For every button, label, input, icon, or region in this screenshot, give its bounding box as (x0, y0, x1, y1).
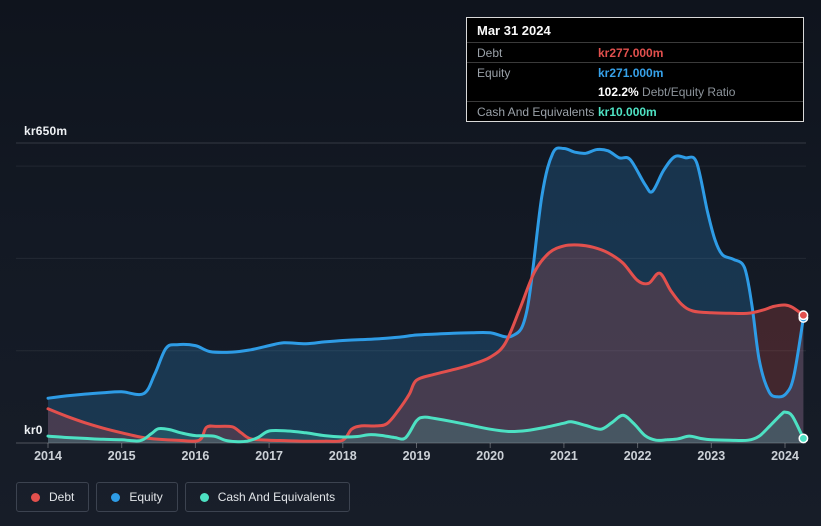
x-axis-label-2014: 2014 (34, 449, 62, 463)
equity-line (46, 146, 805, 400)
x-axis-label-2020: 2020 (476, 449, 504, 463)
tooltip-row-equity: Equity kr271.000m (467, 63, 803, 82)
tooltip-debt-label: Debt (477, 45, 503, 60)
cash-and-equivalents-line (46, 410, 805, 444)
cash-and-equivalents-area (48, 412, 804, 443)
x-axis-label-2024: 2024 (771, 449, 799, 463)
x-axis-label-2021: 2021 (550, 449, 578, 463)
tooltip-equity-value: kr271.000m (598, 65, 664, 80)
tooltip-row-debt: Debt kr277.000m (467, 43, 803, 63)
cash-dot-icon (199, 492, 209, 502)
x-axis-label-2018: 2018 (329, 449, 357, 463)
y-axis-zero-label: kr0 (24, 423, 43, 437)
chart-legend: Debt Equity Cash And Equivalents (16, 482, 351, 512)
y-axis-max-label: kr650m (24, 124, 68, 138)
legend-item-cash[interactable]: Cash And Equivalents (184, 482, 351, 512)
tooltip-equity-label: Equity (477, 65, 511, 80)
tooltip-ratio-label: Debt/Equity Ratio (642, 84, 736, 99)
tooltip-ratio-value: 102.2% (598, 84, 639, 99)
end-marker-cash-and-equivalents (798, 433, 809, 444)
legend-item-equity[interactable]: Equity (96, 482, 178, 512)
tooltip-row-ratio: 102.2% Debt/Equity Ratio (467, 82, 803, 102)
legend-item-debt[interactable]: Debt (16, 482, 90, 512)
x-axis-label-2017: 2017 (255, 449, 283, 463)
tooltip-row-cash: Cash And Equivalents kr10.000m (467, 102, 803, 121)
x-axis-label-2022: 2022 (624, 449, 652, 463)
end-marker-debt (798, 310, 809, 321)
chart-tooltip: Mar 31 2024 Debt kr277.000m Equity kr271… (466, 17, 804, 122)
x-axis-label-2019: 2019 (403, 449, 431, 463)
legend-cash-label: Cash And Equivalents (217, 490, 336, 504)
debt-area (48, 244, 804, 443)
equity-dot-icon (111, 492, 121, 502)
debt-dot-icon (31, 492, 40, 502)
x-axis-label-2015: 2015 (108, 449, 136, 463)
legend-debt-label: Debt (49, 490, 75, 504)
tooltip-cash-label: Cash And Equivalents (477, 104, 595, 119)
x-axis-label-2023: 2023 (697, 449, 725, 463)
equity-area (48, 147, 804, 443)
tooltip-cash-value: kr10.000m (598, 104, 657, 119)
legend-equity-label: Equity (129, 490, 163, 504)
tooltip-date: Mar 31 2024 (467, 18, 803, 43)
tooltip-ratio: 102.2% Debt/Equity Ratio (598, 85, 793, 99)
debt-line (46, 243, 805, 443)
tooltip-debt-value: kr277.000m (598, 45, 664, 60)
x-axis-label-2016: 2016 (181, 449, 209, 463)
